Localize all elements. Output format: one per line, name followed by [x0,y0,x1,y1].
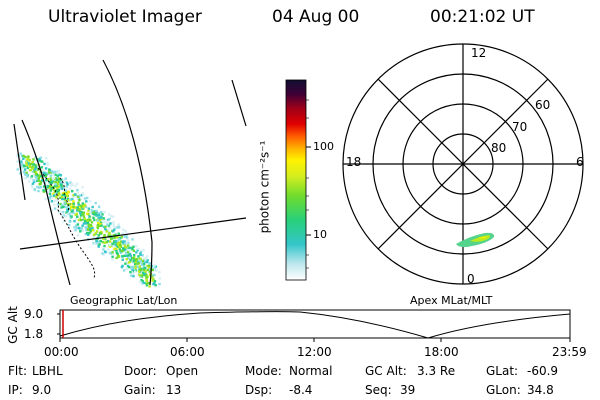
status-value: Open [166,364,199,378]
status-key: IP: [8,383,23,397]
status-value: 3.3 Re [417,364,456,378]
timeline-axis-label: GC Alt [5,306,20,344]
polar-plot [342,43,584,285]
right-panel-label: Apex MLat/MLT [410,294,493,307]
status-key: Dsp: [245,383,273,397]
status-key: GC Alt: [365,364,407,378]
timeline-xtick: 12:00 [297,345,332,359]
mlt-label-6: 6 [576,155,584,169]
timeline-xtick: 23:59 [552,345,587,359]
lat-label-80: 80 [491,141,507,155]
mlt-label-12: 12 [471,46,487,60]
timeline-xtick: 00:00 [44,345,79,359]
instrument-title: Ultraviolet Imager [48,7,202,27]
status-key: Door: [124,364,157,378]
status-value: -60.9 [527,364,559,378]
status-key: GLat: [486,364,519,378]
colorbar-tick-10: 10 [313,228,327,241]
colorbar-label: photon cm⁻²s⁻¹ [257,140,272,234]
color-bar [285,79,307,281]
polar-aurora [456,232,495,248]
lat-label-70: 70 [512,120,528,134]
timeline-ytick-bottom: 1.8 [24,327,44,341]
timeline-xtick: 06:00 [170,345,205,359]
status-value: 39 [400,383,416,397]
colorbar-tick-100: 100 [313,140,334,153]
status-key: Mode: [245,364,282,378]
status-value: -8.4 [289,383,313,397]
left-panel-label: Geographic Lat/Lon [70,294,178,307]
status-key: Seq: [365,383,392,397]
timeline-ytick-top: 9.0 [24,307,44,321]
status-key: Gain: [124,383,156,397]
date-label: 04 Aug 00 [272,7,360,27]
mlt-label-18: 18 [346,155,362,169]
timeline-xtick: 18:00 [424,345,459,359]
mlt-label-0: 0 [467,272,475,286]
status-value: LBHL [32,364,63,378]
altitude-timeline [57,309,571,342]
geographic-image [13,59,247,288]
status-value: 34.8 [527,383,554,397]
status-value: Normal [289,364,333,378]
status-value: 9.0 [32,383,52,397]
status-key: GLon: [486,383,521,397]
lat-label-60: 60 [535,98,551,112]
time-label: 00:21:02 UT [430,7,535,27]
status-key: Flt: [8,364,27,378]
status-value: 13 [166,383,182,397]
